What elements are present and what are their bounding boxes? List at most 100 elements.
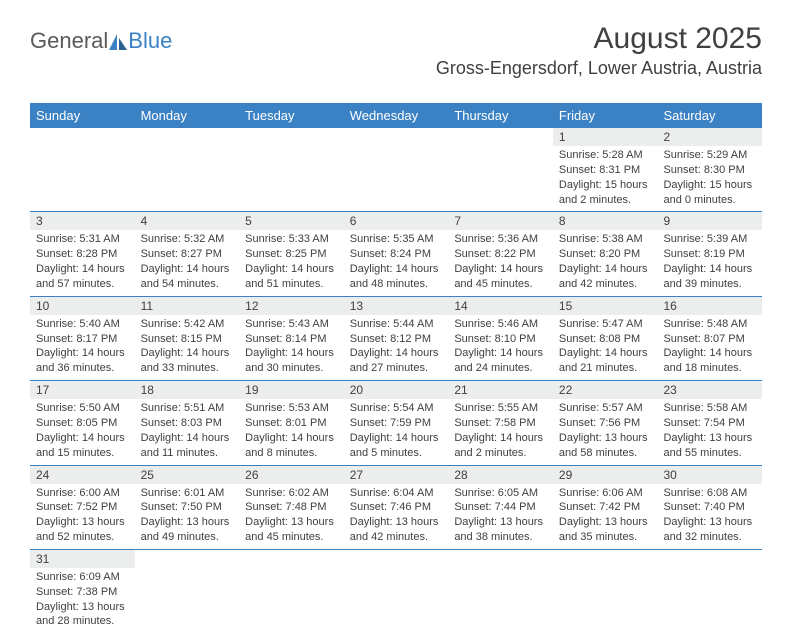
sunrise-text: Sunrise: 5:54 AM xyxy=(350,401,443,416)
week-row: 10Sunrise: 5:40 AMSunset: 8:17 PMDayligh… xyxy=(30,297,762,381)
day-details: Sunrise: 5:42 AMSunset: 8:15 PMDaylight:… xyxy=(135,315,240,380)
sunset-text: Sunset: 8:10 PM xyxy=(454,332,547,347)
day-details: Sunrise: 6:00 AMSunset: 7:52 PMDaylight:… xyxy=(30,484,135,549)
daylight-text-2: and 15 minutes. xyxy=(36,446,129,461)
day-number: 18 xyxy=(135,381,240,399)
day-cell: 13Sunrise: 5:44 AMSunset: 8:12 PMDayligh… xyxy=(344,297,449,380)
sunrise-text: Sunrise: 5:58 AM xyxy=(663,401,756,416)
day-cell: 20Sunrise: 5:54 AMSunset: 7:59 PMDayligh… xyxy=(344,381,449,464)
day-cell: 26Sunrise: 6:02 AMSunset: 7:48 PMDayligh… xyxy=(239,466,344,549)
daylight-text-2: and 57 minutes. xyxy=(36,277,129,292)
sunset-text: Sunset: 8:01 PM xyxy=(245,416,338,431)
daylight-text-1: Daylight: 14 hours xyxy=(141,431,234,446)
day-cell: 8Sunrise: 5:38 AMSunset: 8:20 PMDaylight… xyxy=(553,212,658,295)
sunset-text: Sunset: 8:31 PM xyxy=(559,163,652,178)
daylight-text-2: and 8 minutes. xyxy=(245,446,338,461)
day-cell xyxy=(344,550,449,633)
daylight-text-1: Daylight: 14 hours xyxy=(36,431,129,446)
day-cell xyxy=(135,128,240,211)
day-cell: 1Sunrise: 5:28 AMSunset: 8:31 PMDaylight… xyxy=(553,128,658,211)
sunrise-text: Sunrise: 6:02 AM xyxy=(245,486,338,501)
weekday-header: Sunday xyxy=(30,103,135,128)
day-number: 2 xyxy=(657,128,762,146)
daylight-text-2: and 18 minutes. xyxy=(663,361,756,376)
day-details: Sunrise: 5:35 AMSunset: 8:24 PMDaylight:… xyxy=(344,230,449,295)
sunset-text: Sunset: 7:56 PM xyxy=(559,416,652,431)
day-details: Sunrise: 5:55 AMSunset: 7:58 PMDaylight:… xyxy=(448,399,553,464)
sunrise-text: Sunrise: 5:29 AM xyxy=(663,148,756,163)
day-details: Sunrise: 6:02 AMSunset: 7:48 PMDaylight:… xyxy=(239,484,344,549)
daylight-text-1: Daylight: 14 hours xyxy=(454,431,547,446)
daylight-text-2: and 11 minutes. xyxy=(141,446,234,461)
calendar: Sunday Monday Tuesday Wednesday Thursday… xyxy=(30,103,762,633)
daylight-text-2: and 0 minutes. xyxy=(663,193,756,208)
sunset-text: Sunset: 8:20 PM xyxy=(559,247,652,262)
sunset-text: Sunset: 7:50 PM xyxy=(141,500,234,515)
daylight-text-1: Daylight: 13 hours xyxy=(141,515,234,530)
location-subtitle: Gross-Engersdorf, Lower Austria, Austria xyxy=(436,58,762,79)
sunset-text: Sunset: 8:05 PM xyxy=(36,416,129,431)
daylight-text-1: Daylight: 14 hours xyxy=(454,262,547,277)
day-details: Sunrise: 5:39 AMSunset: 8:19 PMDaylight:… xyxy=(657,230,762,295)
sunset-text: Sunset: 8:03 PM xyxy=(141,416,234,431)
sunset-text: Sunset: 7:48 PM xyxy=(245,500,338,515)
day-details: Sunrise: 5:43 AMSunset: 8:14 PMDaylight:… xyxy=(239,315,344,380)
sunset-text: Sunset: 8:28 PM xyxy=(36,247,129,262)
header: General Blue August 2025 Gross-Engersdor… xyxy=(30,28,762,103)
day-cell: 25Sunrise: 6:01 AMSunset: 7:50 PMDayligh… xyxy=(135,466,240,549)
sunset-text: Sunset: 8:19 PM xyxy=(663,247,756,262)
daylight-text-2: and 55 minutes. xyxy=(663,446,756,461)
daylight-text-2: and 38 minutes. xyxy=(454,530,547,545)
daylight-text-1: Daylight: 14 hours xyxy=(245,346,338,361)
daylight-text-1: Daylight: 14 hours xyxy=(559,262,652,277)
sunset-text: Sunset: 8:17 PM xyxy=(36,332,129,347)
logo: General Blue xyxy=(30,28,172,54)
daylight-text-1: Daylight: 14 hours xyxy=(245,262,338,277)
day-cell: 19Sunrise: 5:53 AMSunset: 8:01 PMDayligh… xyxy=(239,381,344,464)
daylight-text-1: Daylight: 13 hours xyxy=(663,431,756,446)
day-details: Sunrise: 5:29 AMSunset: 8:30 PMDaylight:… xyxy=(657,146,762,211)
sunset-text: Sunset: 7:58 PM xyxy=(454,416,547,431)
sunrise-text: Sunrise: 5:44 AM xyxy=(350,317,443,332)
day-cell: 2Sunrise: 5:29 AMSunset: 8:30 PMDaylight… xyxy=(657,128,762,211)
day-number: 16 xyxy=(657,297,762,315)
day-details: Sunrise: 6:09 AMSunset: 7:38 PMDaylight:… xyxy=(30,568,135,633)
sunrise-text: Sunrise: 6:05 AM xyxy=(454,486,547,501)
sunset-text: Sunset: 8:14 PM xyxy=(245,332,338,347)
daylight-text-2: and 21 minutes. xyxy=(559,361,652,376)
day-number: 22 xyxy=(553,381,658,399)
day-details: Sunrise: 5:33 AMSunset: 8:25 PMDaylight:… xyxy=(239,230,344,295)
sunrise-text: Sunrise: 5:46 AM xyxy=(454,317,547,332)
week-row: 24Sunrise: 6:00 AMSunset: 7:52 PMDayligh… xyxy=(30,466,762,550)
weekday-header: Wednesday xyxy=(344,103,449,128)
daylight-text-1: Daylight: 15 hours xyxy=(559,178,652,193)
daylight-text-2: and 24 minutes. xyxy=(454,361,547,376)
sunset-text: Sunset: 8:30 PM xyxy=(663,163,756,178)
daylight-text-1: Daylight: 14 hours xyxy=(663,262,756,277)
day-details: Sunrise: 5:36 AMSunset: 8:22 PMDaylight:… xyxy=(448,230,553,295)
day-number: 14 xyxy=(448,297,553,315)
sunrise-text: Sunrise: 5:32 AM xyxy=(141,232,234,247)
day-number: 17 xyxy=(30,381,135,399)
logo-text-1: General xyxy=(30,28,108,54)
day-details: Sunrise: 5:48 AMSunset: 8:07 PMDaylight:… xyxy=(657,315,762,380)
sunrise-text: Sunrise: 5:42 AM xyxy=(141,317,234,332)
day-details: Sunrise: 6:04 AMSunset: 7:46 PMDaylight:… xyxy=(344,484,449,549)
sunrise-text: Sunrise: 5:47 AM xyxy=(559,317,652,332)
daylight-text-2: and 28 minutes. xyxy=(36,614,129,629)
day-cell xyxy=(135,550,240,633)
day-details: Sunrise: 5:46 AMSunset: 8:10 PMDaylight:… xyxy=(448,315,553,380)
daylight-text-2: and 51 minutes. xyxy=(245,277,338,292)
day-cell: 30Sunrise: 6:08 AMSunset: 7:40 PMDayligh… xyxy=(657,466,762,549)
day-details: Sunrise: 5:40 AMSunset: 8:17 PMDaylight:… xyxy=(30,315,135,380)
sunrise-text: Sunrise: 5:43 AM xyxy=(245,317,338,332)
day-cell: 9Sunrise: 5:39 AMSunset: 8:19 PMDaylight… xyxy=(657,212,762,295)
sunset-text: Sunset: 7:54 PM xyxy=(663,416,756,431)
weekday-header: Tuesday xyxy=(239,103,344,128)
day-cell: 24Sunrise: 6:00 AMSunset: 7:52 PMDayligh… xyxy=(30,466,135,549)
day-cell xyxy=(239,128,344,211)
logo-sail-icon xyxy=(107,32,129,52)
day-number: 8 xyxy=(553,212,658,230)
daylight-text-1: Daylight: 13 hours xyxy=(245,515,338,530)
daylight-text-2: and 2 minutes. xyxy=(559,193,652,208)
